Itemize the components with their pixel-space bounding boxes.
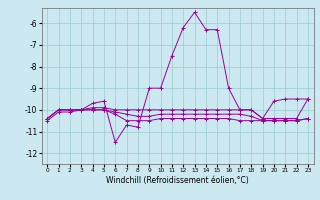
X-axis label: Windchill (Refroidissement éolien,°C): Windchill (Refroidissement éolien,°C) bbox=[106, 176, 249, 185]
